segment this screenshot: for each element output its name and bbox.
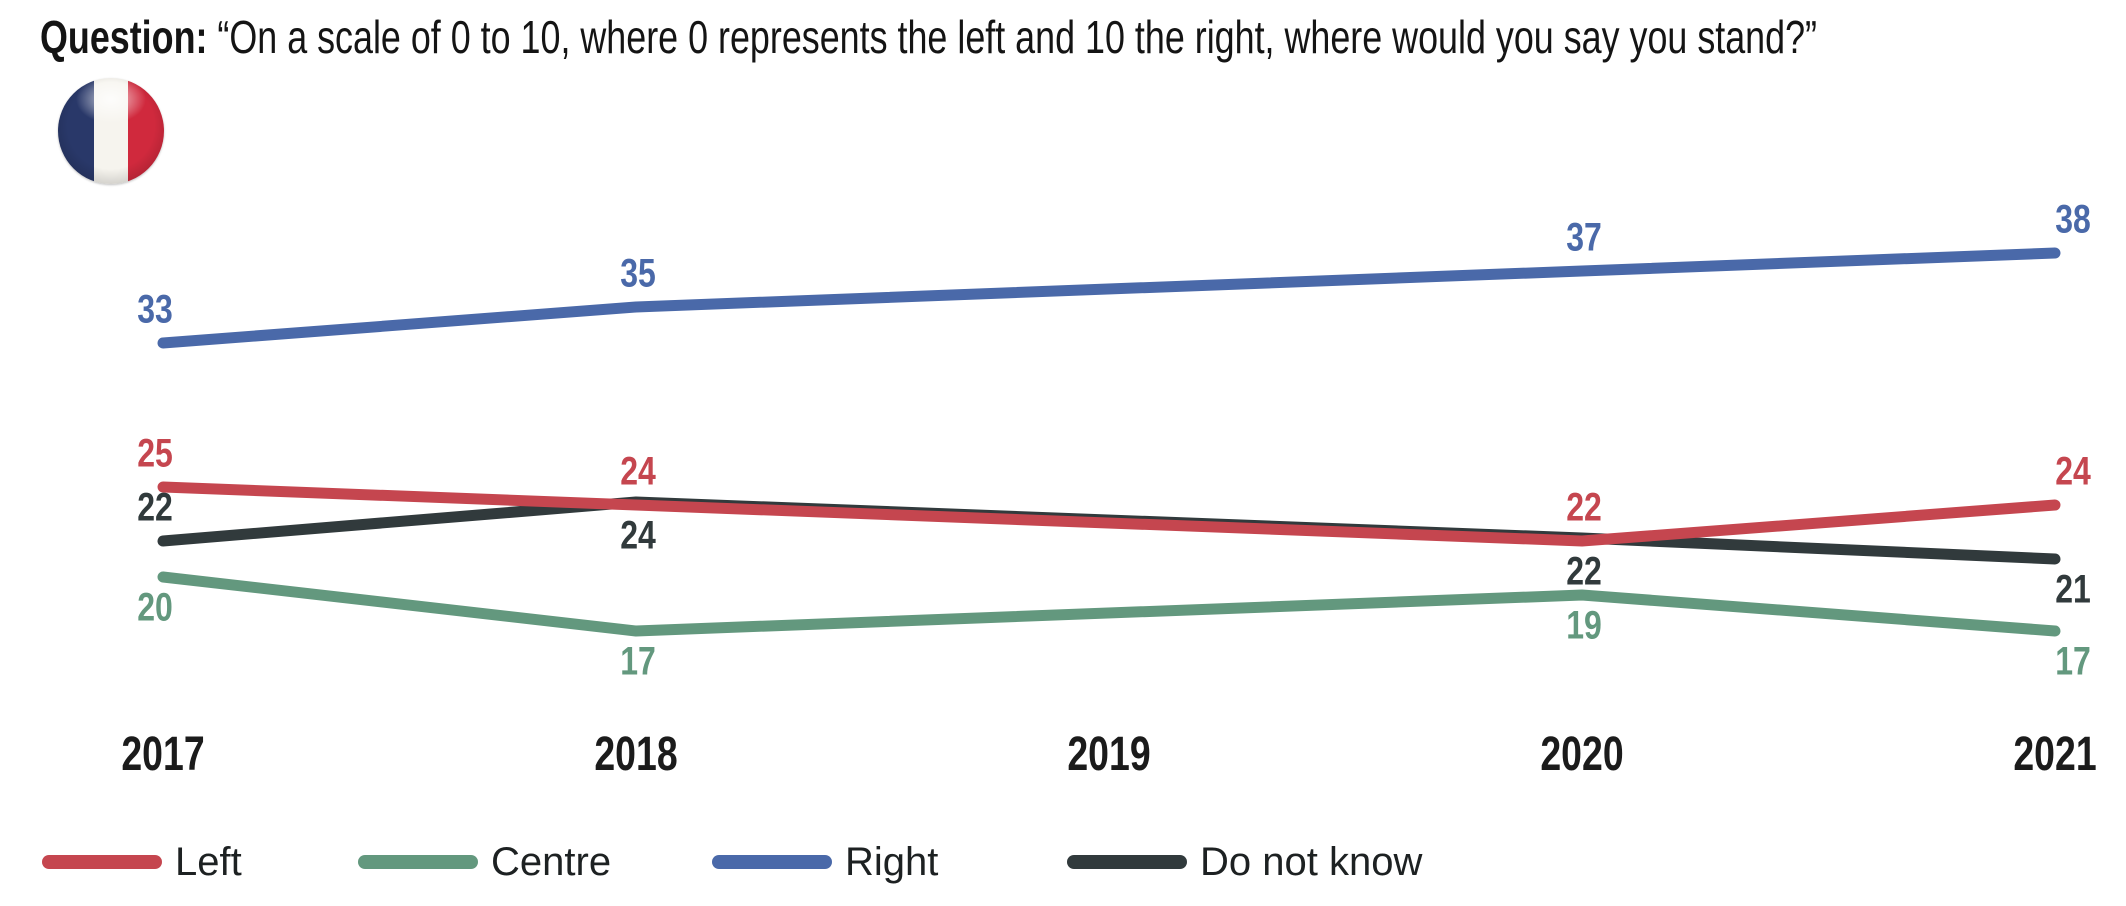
legend-item-do-not-know: Do not know (1067, 840, 1422, 884)
line-right (157, 247, 2061, 349)
question-text: “On a scale of 0 to 10, where 0 represen… (207, 11, 1817, 63)
question-title: Question: “On a scale of 0 to 10, where … (40, 10, 1817, 64)
legend: Left Centre Right Do not know (0, 840, 2126, 886)
legend-swatch-centre (358, 855, 478, 869)
line-centre (157, 571, 2061, 637)
legend-label-centre: Centre (491, 839, 612, 884)
legend-label-do-not-know: Do not know (1200, 839, 1423, 884)
legend-swatch-do-not-know (1067, 855, 1187, 869)
legend-item-centre: Centre (358, 840, 611, 884)
france-flag-icon (58, 78, 164, 184)
legend-swatch-left (42, 855, 162, 869)
line-left (157, 481, 2061, 547)
legend-swatch-right (712, 855, 832, 869)
legend-item-left: Left (42, 840, 242, 884)
legend-label-right: Right (845, 839, 939, 884)
legend-item-right: Right (712, 840, 938, 884)
legend-label-left: Left (175, 839, 242, 884)
question-label: Question: (40, 11, 208, 63)
